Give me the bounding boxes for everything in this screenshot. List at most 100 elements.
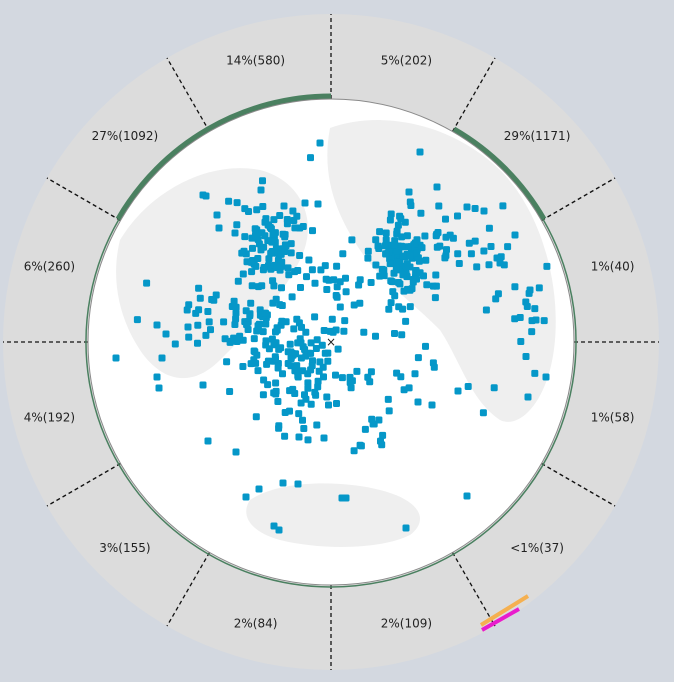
map-point — [271, 229, 279, 237]
map-point — [287, 249, 295, 257]
map-point — [334, 345, 342, 353]
map-point — [341, 317, 349, 325]
map-point — [328, 315, 336, 323]
map-point — [356, 276, 364, 284]
map-point — [421, 232, 429, 240]
map-point — [194, 339, 201, 347]
map-point — [485, 224, 493, 232]
map-point — [202, 331, 210, 339]
cross-marker-icon: × — [326, 335, 336, 349]
map-point — [204, 308, 212, 315]
sector-divider — [166, 552, 211, 627]
map-point — [330, 276, 338, 284]
map-point — [267, 249, 275, 257]
map-point — [318, 341, 326, 349]
map-point — [271, 238, 279, 246]
map-point — [432, 232, 440, 240]
map-point — [270, 216, 278, 224]
map-point — [441, 254, 449, 262]
map-point — [356, 299, 364, 307]
map-point — [454, 212, 461, 220]
map-point — [278, 317, 286, 325]
map-point — [305, 256, 313, 264]
sector-label: 1%(58) — [591, 410, 635, 424]
sector-divider — [46, 462, 121, 507]
map-point — [272, 355, 279, 363]
map-point — [294, 368, 302, 376]
map-point — [232, 303, 240, 311]
sector-label: 27%(1092) — [92, 129, 159, 143]
map-point — [504, 243, 512, 251]
points-layer — [112, 139, 551, 534]
map-point — [298, 323, 305, 331]
map-point — [281, 432, 289, 440]
map-point — [227, 337, 235, 345]
map-point — [350, 447, 358, 455]
sector-divider — [166, 57, 211, 132]
sector-label: 3%(155) — [99, 541, 150, 555]
map-point — [239, 270, 247, 278]
map-point — [250, 335, 258, 343]
map-point — [205, 318, 213, 326]
map-point — [396, 280, 404, 288]
map-point — [213, 211, 221, 219]
map-point — [208, 296, 216, 303]
map-point — [299, 416, 306, 424]
map-point — [278, 258, 285, 266]
map-point — [196, 294, 204, 302]
map-point — [286, 340, 294, 348]
map-point — [387, 277, 395, 285]
map-point — [366, 378, 374, 386]
map-point — [207, 326, 214, 334]
map-point — [333, 283, 341, 291]
map-point — [403, 232, 411, 240]
map-point — [254, 255, 262, 262]
map-point — [247, 360, 255, 368]
map-point — [315, 367, 323, 375]
map-point — [394, 221, 402, 229]
map-point — [496, 259, 504, 267]
map-point — [413, 240, 421, 248]
map-point — [307, 339, 315, 347]
map-point — [382, 236, 390, 244]
map-point — [272, 390, 280, 398]
map-point — [531, 369, 539, 377]
map-point — [416, 148, 424, 156]
landmass — [327, 120, 556, 422]
map-point — [236, 332, 244, 340]
map-point — [285, 271, 293, 279]
map-point — [260, 264, 268, 271]
map-point — [432, 271, 440, 279]
map-point — [272, 295, 280, 303]
map-point — [372, 261, 380, 269]
map-point — [449, 234, 457, 242]
map-point — [233, 199, 241, 207]
map-point — [232, 315, 240, 323]
map-point — [274, 398, 282, 405]
map-point — [423, 281, 431, 289]
map-point — [195, 284, 203, 292]
map-point — [270, 282, 278, 290]
map-point — [275, 424, 283, 432]
map-point — [393, 369, 401, 377]
map-point — [294, 480, 302, 488]
map-point — [374, 242, 382, 250]
map-point — [284, 360, 292, 367]
map-point — [406, 263, 414, 271]
sector-divider — [541, 177, 616, 222]
map-point — [428, 401, 436, 409]
map-point — [422, 256, 430, 264]
map-point — [295, 410, 303, 418]
map-point — [490, 384, 498, 392]
map-point — [405, 188, 413, 196]
map-point — [275, 526, 283, 534]
map-point — [398, 233, 406, 241]
map-point — [376, 272, 384, 280]
landmass-layer — [116, 120, 556, 547]
map-point — [523, 303, 531, 310]
map-point — [300, 425, 308, 432]
map-point — [254, 322, 262, 330]
map-point — [162, 330, 170, 338]
map-point — [402, 317, 410, 325]
